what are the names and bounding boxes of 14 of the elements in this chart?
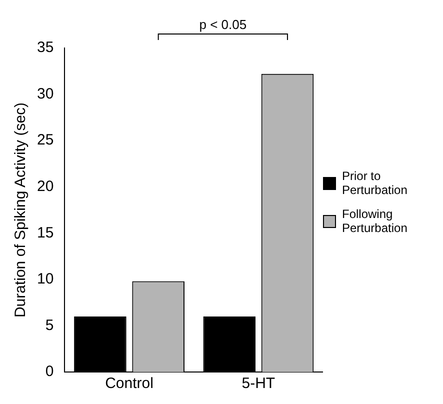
y-tick-label: 15 <box>36 224 54 242</box>
y-tick-label: 25 <box>36 132 54 149</box>
text: p < 0.05 <box>199 17 247 32</box>
y-tick-label: 30 <box>36 85 54 102</box>
legend-label: Prior to Perturbation <box>342 169 408 197</box>
y-axis-title: Duration of Spiking Activity (sec) <box>12 102 30 318</box>
y-tick-label: 20 <box>36 178 54 195</box>
legend-label: Following Perturbation <box>342 207 408 235</box>
y-tick-label: 10 <box>36 270 54 288</box>
x-tick-label: Control <box>105 375 154 392</box>
x-tick-label: 5-HT <box>242 375 276 392</box>
y-tick-label: 5 <box>45 316 54 334</box>
y-tick-label: 0 <box>45 363 54 380</box>
y-tick-label: 35 <box>36 39 54 56</box>
